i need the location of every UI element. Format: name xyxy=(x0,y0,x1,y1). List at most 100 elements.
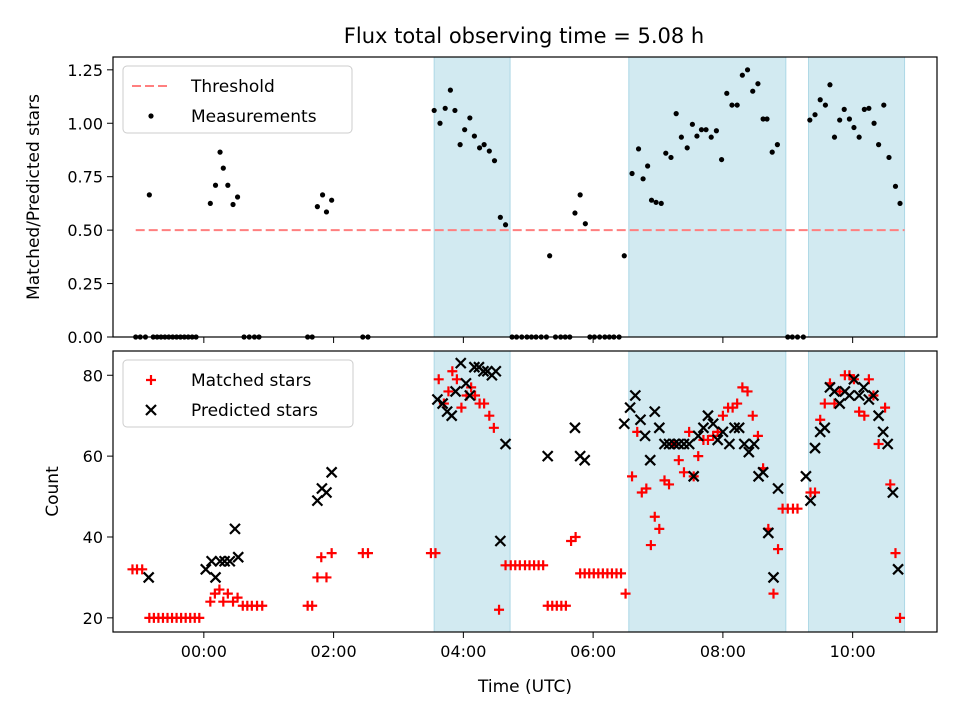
measurement-point xyxy=(572,210,578,216)
matched-point xyxy=(742,386,753,397)
legend-label: Predicted stars xyxy=(191,401,318,421)
predicted-point xyxy=(828,385,841,398)
legend-label: Measurements xyxy=(191,107,317,127)
matched-point xyxy=(257,600,268,611)
predicted-point xyxy=(658,438,671,450)
y-tick-label: 0.50 xyxy=(67,221,103,240)
count-panel: 20 40 60 80 00:00 02:00 04:00 06:00 08:00 10:00 Co… xyxy=(43,350,938,697)
measurement-point xyxy=(774,142,780,148)
matched-point xyxy=(673,455,684,466)
y-tick-label: 1.00 xyxy=(67,114,103,133)
matched-point xyxy=(792,503,803,514)
legend-predicted-swatch xyxy=(145,404,157,416)
measurement-point xyxy=(698,127,705,133)
predicted-point xyxy=(848,373,860,386)
matched-point xyxy=(433,374,444,385)
predicted-point xyxy=(325,466,338,479)
ratio-panel: 0.00 0.25 0.50 0.75 1.00 1.25 Matched/Predicte… xyxy=(24,56,938,347)
matched-point xyxy=(885,479,896,490)
predicted-point xyxy=(454,357,467,369)
measurement-point xyxy=(502,222,509,228)
y-tick-label: 40 xyxy=(83,528,103,547)
measurement-point xyxy=(582,221,588,227)
matched-point xyxy=(443,386,454,397)
measurement-point xyxy=(851,124,857,131)
measurement-point xyxy=(744,67,751,73)
measurement-point xyxy=(481,142,487,148)
measurement-point xyxy=(734,102,740,108)
measurement-point xyxy=(892,183,899,189)
measurement-point xyxy=(437,120,443,126)
predicted-point xyxy=(683,438,695,450)
predicted-point xyxy=(142,571,155,584)
plot-frame xyxy=(112,56,938,338)
measurement-point xyxy=(724,90,730,96)
predicted-point xyxy=(728,422,741,434)
measurement-point xyxy=(431,107,437,114)
shaded-interval xyxy=(628,56,787,338)
x-tick-label: 04:00 xyxy=(440,642,486,661)
measurement-point xyxy=(760,116,766,122)
y-tick-label: 80 xyxy=(83,366,103,385)
predicted-point xyxy=(707,417,719,430)
predicted-point xyxy=(490,365,502,377)
predicted-point xyxy=(200,563,212,576)
legend: Threshold Measurements xyxy=(122,65,353,134)
measurement-point xyxy=(846,116,853,122)
matched-point xyxy=(447,366,458,377)
matched-point xyxy=(819,398,830,409)
measurement-point xyxy=(713,128,720,134)
legend-label: Threshold xyxy=(190,77,275,97)
measurement-point xyxy=(827,82,833,88)
predicted-point xyxy=(738,438,751,450)
y-tick-label: 1.25 xyxy=(67,61,103,80)
matched-point xyxy=(137,564,148,575)
measurement-point xyxy=(750,88,756,94)
measurement-point xyxy=(881,102,887,108)
matched-point xyxy=(693,451,704,462)
x-tick-label: 10:00 xyxy=(830,642,876,661)
matched-point xyxy=(232,592,243,603)
measurement-point xyxy=(897,200,903,207)
matched-point xyxy=(214,584,225,595)
matched-point xyxy=(854,406,865,417)
measurement-point xyxy=(476,145,483,151)
measurement-point xyxy=(703,127,709,133)
measurement-point xyxy=(323,209,330,215)
matched-point xyxy=(560,600,571,611)
predicted-point xyxy=(232,551,244,563)
measurement-point xyxy=(729,102,735,108)
measurement-point xyxy=(876,142,882,148)
matched-point xyxy=(641,483,652,494)
predicted-point xyxy=(653,422,666,434)
measurement-point xyxy=(708,134,714,140)
predicted-point xyxy=(717,426,729,438)
measurement-point xyxy=(663,150,669,156)
predicted-point xyxy=(634,413,647,426)
predicted-point xyxy=(843,389,856,402)
predicted-point xyxy=(762,527,775,539)
measurement-point xyxy=(146,192,152,198)
matched-point xyxy=(737,382,748,393)
y-tick-label: 20 xyxy=(83,609,103,628)
x-tick-label: 08:00 xyxy=(700,642,746,661)
predicted-point xyxy=(618,417,631,430)
predicted-point xyxy=(499,438,512,450)
predicted-point xyxy=(629,389,642,402)
measurement-point xyxy=(621,253,627,259)
predicted-point xyxy=(872,409,885,422)
matched-point xyxy=(456,402,467,413)
matched-point xyxy=(859,410,870,421)
legend-label: Matched stars xyxy=(191,371,311,391)
predicted-point xyxy=(853,389,865,402)
x-tick-label: 00:00 xyxy=(181,642,227,661)
measurement-point xyxy=(673,111,679,117)
predicted-point xyxy=(881,438,894,450)
predicted-point xyxy=(494,535,507,547)
matched-point xyxy=(747,410,758,421)
measurement-point xyxy=(648,197,655,203)
measurement-point xyxy=(234,194,241,200)
predicted-point xyxy=(445,409,458,422)
matched-point xyxy=(570,531,581,542)
